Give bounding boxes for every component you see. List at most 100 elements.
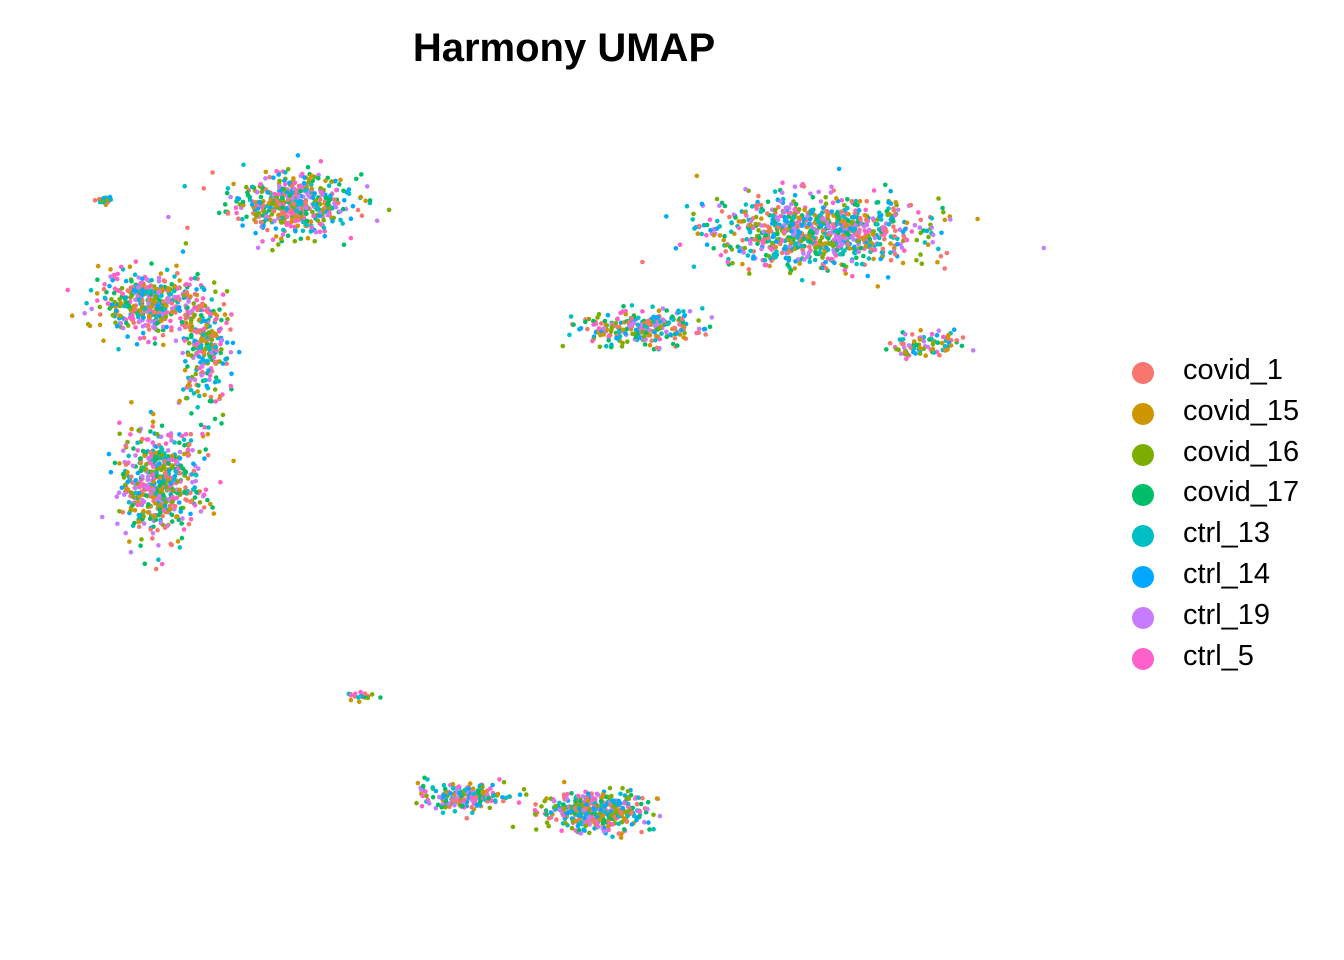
point-covid_16 <box>756 228 761 233</box>
point-covid_15 <box>338 177 343 183</box>
point-covid_16 <box>197 500 203 505</box>
point-covid_17 <box>304 218 310 224</box>
point-covid_16 <box>113 320 118 326</box>
point-covid_17 <box>645 799 651 805</box>
point-ctrl_13 <box>430 785 436 790</box>
point-ctrl_14 <box>939 230 944 236</box>
point-covid_16 <box>189 353 194 358</box>
point-covid_15 <box>834 196 839 201</box>
point-ctrl_13 <box>197 345 202 350</box>
point-ctrl_13 <box>618 791 623 797</box>
point-covid_17 <box>875 200 881 205</box>
point-ctrl_5 <box>622 800 627 806</box>
point-covid_1 <box>858 217 863 222</box>
point-ctrl_14 <box>466 786 472 791</box>
point-covid_1 <box>938 253 944 259</box>
point-ctrl_14 <box>584 811 590 816</box>
point-ctrl_5 <box>764 262 769 268</box>
point-ctrl_13 <box>300 228 306 234</box>
point-covid_17 <box>195 271 200 277</box>
point-covid_1 <box>162 525 168 530</box>
point-covid_17 <box>475 788 481 793</box>
point-covid_1 <box>801 184 807 189</box>
point-covid_17 <box>182 489 187 495</box>
point-covid_15 <box>618 835 624 840</box>
point-covid_17 <box>442 786 448 792</box>
point-ctrl_5 <box>183 432 189 437</box>
point-covid_15 <box>600 792 606 797</box>
point-covid_15 <box>935 259 940 265</box>
point-ctrl_14 <box>140 276 145 282</box>
point-ctrl_19 <box>151 487 156 492</box>
point-covid_16 <box>595 315 600 320</box>
point-covid_16 <box>117 431 122 437</box>
point-covid_17 <box>826 236 831 241</box>
point-ctrl_5 <box>677 242 683 247</box>
point-covid_17 <box>638 801 644 807</box>
point-covid_15 <box>185 383 191 388</box>
point-ctrl_13 <box>193 472 199 478</box>
point-ctrl_13 <box>192 275 198 281</box>
point-covid_1 <box>589 791 594 796</box>
point-covid_1 <box>205 453 211 458</box>
point-ctrl_19 <box>132 485 138 491</box>
point-covid_16 <box>277 178 282 184</box>
point-ctrl_13 <box>308 229 314 234</box>
point-covid_15 <box>348 697 354 703</box>
point-covid_15 <box>141 508 146 514</box>
point-ctrl_5 <box>830 200 836 206</box>
point-ctrl_19 <box>709 315 715 320</box>
point-ctrl_5 <box>929 331 935 337</box>
point-covid_1 <box>175 271 180 276</box>
point-ctrl_13 <box>743 202 749 207</box>
point-ctrl_5 <box>842 267 848 273</box>
point-ctrl_5 <box>833 253 839 258</box>
legend-item-ctrl_13: ctrl_13 <box>1128 515 1338 556</box>
point-covid_16 <box>139 537 144 542</box>
point-ctrl_13 <box>203 378 208 383</box>
point-ctrl_13 <box>142 306 148 312</box>
point-ctrl_5 <box>218 479 223 485</box>
point-covid_17 <box>180 466 186 471</box>
point-ctrl_13 <box>629 303 635 308</box>
point-covid_15 <box>917 337 923 342</box>
point-covid_1 <box>756 193 761 199</box>
point-covid_17 <box>598 799 604 804</box>
point-ctrl_13 <box>122 303 127 309</box>
point-covid_16 <box>269 201 275 206</box>
point-covid_16 <box>510 824 516 830</box>
point-ctrl_5 <box>420 793 426 799</box>
point-ctrl_19 <box>332 201 337 206</box>
point-ctrl_5 <box>274 169 279 174</box>
point-ctrl_19 <box>642 819 647 825</box>
point-ctrl_14 <box>784 218 789 224</box>
point-covid_17 <box>633 334 639 340</box>
point-ctrl_5 <box>322 229 328 234</box>
point-covid_16 <box>193 371 199 377</box>
point-ctrl_13 <box>807 259 812 265</box>
point-ctrl_5 <box>201 492 207 498</box>
point-ctrl_13 <box>616 821 622 827</box>
point-ctrl_14 <box>223 356 228 362</box>
point-covid_15 <box>125 469 130 475</box>
point-covid_1 <box>291 201 297 207</box>
point-covid_1 <box>131 320 136 326</box>
point-ctrl_19 <box>190 448 195 453</box>
point-ctrl_13 <box>749 204 755 209</box>
point-ctrl_5 <box>197 349 202 354</box>
point-covid_16 <box>532 811 538 816</box>
point-covid_1 <box>629 316 634 321</box>
point-ctrl_5 <box>138 501 144 507</box>
point-covid_17 <box>807 239 813 245</box>
point-ctrl_14 <box>123 278 129 284</box>
point-covid_1 <box>188 490 193 496</box>
point-covid_1 <box>654 345 660 351</box>
point-ctrl_19 <box>741 250 746 255</box>
point-ctrl_5 <box>880 225 886 230</box>
point-ctrl_19 <box>150 324 156 330</box>
point-ctrl_13 <box>158 445 164 450</box>
point-covid_1 <box>640 795 645 801</box>
point-covid_1 <box>469 804 475 810</box>
point-covid_16 <box>191 301 196 306</box>
point-ctrl_5 <box>591 322 596 327</box>
